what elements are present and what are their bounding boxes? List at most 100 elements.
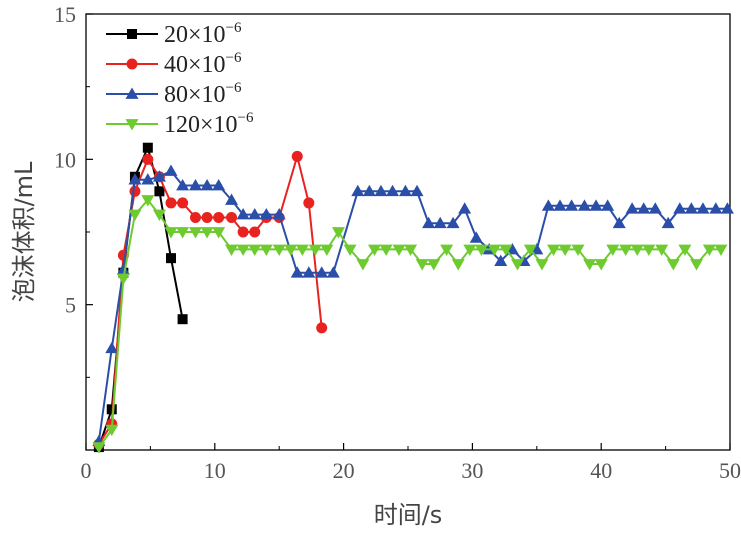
data-point (176, 227, 190, 239)
series-2 (93, 150, 328, 450)
series-1 (93, 142, 188, 453)
legend-label: 40×10−6 (164, 50, 242, 78)
data-point (474, 244, 488, 256)
data-point (351, 184, 365, 197)
data-point (295, 244, 309, 256)
data-point (451, 259, 465, 271)
data-point (177, 197, 189, 209)
data-point (655, 244, 669, 256)
data-point (284, 244, 298, 256)
data-point (398, 184, 412, 197)
data-point (176, 178, 190, 191)
series-line (98, 198, 721, 448)
data-point (272, 244, 286, 256)
data-point (188, 227, 202, 239)
data-point (673, 202, 687, 214)
x-tick-label: 30 (461, 458, 483, 483)
series-line (97, 144, 184, 448)
data-point (141, 173, 155, 185)
legend-label: 80×10−6 (164, 80, 242, 108)
data-point (189, 211, 201, 223)
data-point (684, 202, 698, 214)
data-point (404, 244, 418, 256)
data-point (236, 244, 250, 256)
data-point (594, 259, 608, 271)
data-point (690, 259, 704, 271)
data-point (392, 244, 406, 256)
data-point (589, 199, 603, 211)
legend-item: 40×10−6 (106, 50, 242, 78)
data-point (343, 244, 357, 256)
data-point (259, 244, 273, 256)
data-point (116, 273, 130, 286)
data-point (612, 216, 626, 229)
series-3 (92, 164, 734, 447)
legend-label: 120×10−6 (164, 110, 254, 138)
data-point (379, 244, 393, 256)
data-point (213, 211, 225, 223)
data-point (571, 244, 585, 256)
data-point (164, 164, 178, 176)
data-point (530, 242, 544, 255)
data-point (92, 442, 106, 454)
data-point (248, 208, 262, 220)
series-line (97, 169, 728, 442)
series-layer (92, 142, 734, 454)
x-tick-label: 0 (81, 458, 92, 483)
data-point (152, 170, 166, 182)
data-point (201, 211, 213, 223)
data-point (212, 227, 226, 239)
data-point (362, 184, 376, 197)
data-point (177, 314, 188, 325)
data-point (415, 259, 429, 271)
series-4 (92, 195, 728, 454)
data-point (440, 244, 454, 256)
data-point (702, 244, 716, 256)
data-point (463, 244, 477, 256)
data-point (188, 178, 202, 191)
data-point (666, 259, 680, 271)
y-axis-title: 泡沫体积/mL (10, 161, 38, 302)
data-point (553, 199, 567, 211)
data-point (494, 254, 508, 266)
x-tick-label: 50 (719, 458, 741, 483)
data-point (547, 244, 561, 256)
data-point (237, 226, 249, 238)
data-point (386, 184, 400, 197)
data-point (248, 244, 262, 256)
data-point (458, 202, 472, 214)
data-point (505, 242, 519, 255)
data-point (141, 195, 155, 207)
data-point (625, 202, 639, 214)
data-point (565, 199, 579, 211)
x-axis-title: 时间/s (374, 501, 443, 529)
data-point (523, 244, 537, 256)
x-tick-label: 20 (333, 458, 355, 483)
data-point (642, 244, 656, 256)
data-point (601, 199, 615, 211)
y-tick-label: 15 (54, 2, 76, 27)
data-point (128, 209, 142, 222)
data-point (720, 202, 734, 214)
data-point (105, 424, 119, 437)
data-point (696, 202, 710, 214)
data-point (606, 244, 620, 256)
data-point (302, 266, 316, 278)
data-point (165, 197, 177, 209)
data-point (128, 173, 142, 185)
data-point (661, 216, 675, 229)
data-point (259, 208, 273, 220)
data-point (212, 178, 226, 191)
data-point (487, 244, 501, 256)
data-point (630, 244, 644, 256)
data-point (129, 185, 141, 197)
data-point (236, 208, 250, 220)
data-point (714, 244, 728, 256)
data-point (225, 244, 239, 256)
data-point (331, 227, 345, 239)
data-point (106, 404, 117, 415)
data-point (320, 244, 334, 256)
legend-marker (125, 119, 139, 131)
